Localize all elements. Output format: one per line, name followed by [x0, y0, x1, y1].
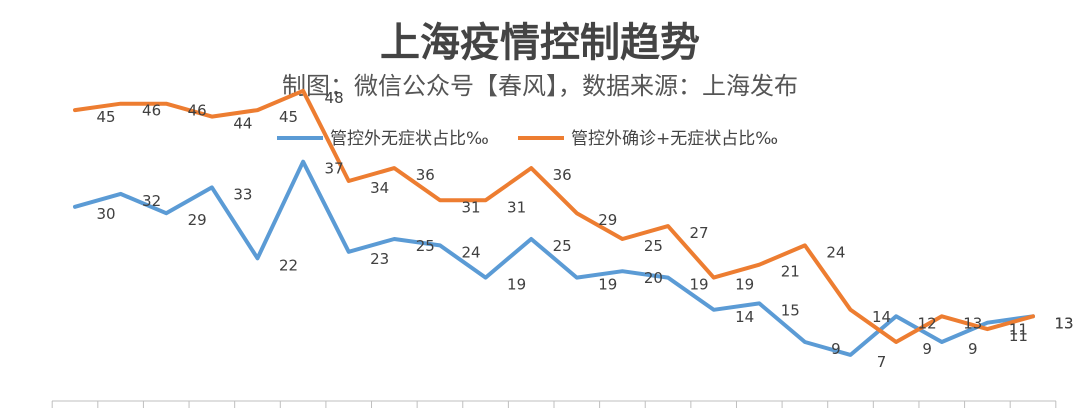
data-label: 19	[507, 276, 526, 294]
data-label: 15	[781, 301, 800, 319]
data-label: 24	[826, 243, 845, 261]
data-label: 33	[233, 185, 252, 203]
data-label: 24	[461, 243, 480, 261]
data-label: 45	[96, 108, 115, 126]
data-label: 19	[689, 276, 708, 294]
data-label: 21	[781, 263, 800, 281]
legend: 管控外无症状占比‰ 管控外确诊+无症状占比‰	[277, 129, 778, 149]
data-label: 13	[963, 314, 982, 332]
legend-label-orange: 管控外确诊+无症状占比‰	[571, 129, 778, 149]
data-label: 44	[233, 115, 252, 133]
data-label: 32	[142, 192, 161, 210]
data-label: 20	[644, 269, 663, 287]
data-label: 25	[416, 237, 435, 255]
data-label: 29	[598, 211, 617, 229]
data-label: 12	[918, 314, 937, 332]
data-label: 13	[1054, 314, 1073, 332]
data-label: 46	[188, 102, 207, 120]
data-label: 7	[877, 353, 887, 371]
data-label: 22	[279, 256, 298, 274]
data-label: 46	[142, 102, 161, 120]
legend-label-blue: 管控外无症状占比‰	[330, 129, 489, 149]
data-label: 36	[553, 166, 572, 184]
data-label: 36	[416, 166, 435, 184]
data-label: 11	[1009, 327, 1028, 345]
data-label: 27	[689, 224, 708, 242]
x-axis	[51, 400, 1057, 408]
data-label: 9	[968, 340, 978, 358]
series-line-orange	[73, 88, 1035, 344]
data-label: 37	[325, 160, 344, 178]
data-label: 9	[922, 340, 932, 358]
data-label: 11	[1009, 321, 1028, 339]
chart-title: 上海疫情控制趋势	[380, 20, 700, 66]
data-label: 48	[325, 89, 344, 107]
data-label: 25	[644, 237, 663, 255]
data-label: 14	[872, 308, 891, 326]
data-label: 13	[1054, 314, 1073, 332]
data-label: 34	[370, 179, 389, 197]
data-label: 23	[370, 250, 389, 268]
series-line-blue	[73, 159, 1035, 357]
chart-subtitle: 制图：微信公众号【春风】，数据来源：上海发布	[282, 72, 798, 100]
data-label: 14	[735, 308, 754, 326]
series-layer	[73, 88, 1035, 357]
data-label: 19	[735, 276, 754, 294]
data-label: 31	[507, 198, 526, 216]
data-label: 19	[598, 276, 617, 294]
data-label: 29	[188, 211, 207, 229]
data-label: 31	[461, 198, 480, 216]
data-label: 30	[96, 205, 115, 223]
data-label: 45	[279, 108, 298, 126]
data-label: 25	[553, 237, 572, 255]
data-label: 9	[831, 340, 841, 358]
